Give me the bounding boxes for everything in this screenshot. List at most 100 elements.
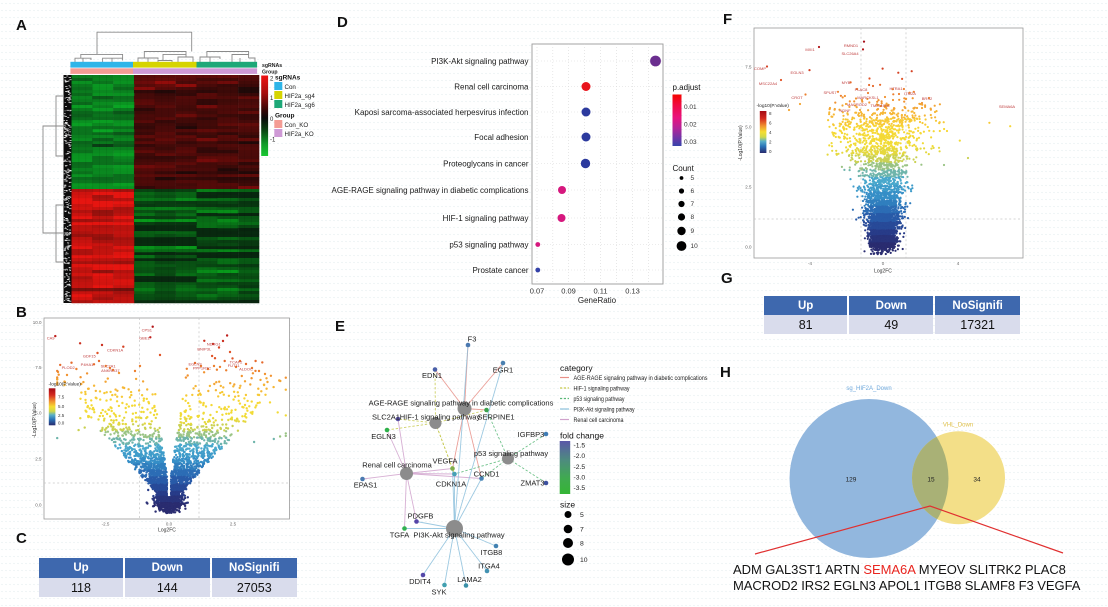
svg-text:PDGFB: PDGFB — [408, 512, 434, 521]
svg-text:8: 8 — [691, 214, 695, 221]
svg-text:p53 signaling pathway: p53 signaling pathway — [574, 396, 626, 403]
svg-text:Proteoglycans in cancer: Proteoglycans in cancer — [443, 159, 529, 168]
svg-text:7: 7 — [691, 201, 695, 208]
svg-text:1: 1 — [270, 96, 274, 102]
svg-text:Log2FC: Log2FC — [158, 528, 176, 534]
svg-text:P4HA1: P4HA1 — [81, 362, 94, 367]
svg-text:VEGFA: VEGFA — [432, 457, 457, 466]
svg-text:5.0: 5.0 — [58, 404, 65, 409]
svg-text:p53 signaling pathway: p53 signaling pathway — [449, 240, 528, 249]
svg-text:Renal cell carcinoma: Renal cell carcinoma — [454, 82, 529, 91]
svg-text:AGE-RAGE signaling pathway in: AGE-RAGE signaling pathway in diabetic c… — [369, 399, 554, 408]
svg-text:9: 9 — [691, 228, 695, 235]
svg-text:Group: Group — [262, 70, 278, 76]
svg-text:EDN1: EDN1 — [422, 371, 442, 380]
svg-text:ITGA4: ITGA4 — [478, 562, 500, 571]
svg-text:GeneRatio: GeneRatio — [578, 296, 617, 305]
svg-text:size: size — [560, 500, 575, 510]
svg-text:PI3K-Akt signaling pathway: PI3K-Akt signaling pathway — [574, 407, 636, 414]
svg-text:Renal cell carcinoma: Renal cell carcinoma — [362, 461, 432, 470]
svg-text:-1.5: -1.5 — [574, 443, 586, 450]
svg-text:5: 5 — [691, 175, 695, 182]
svg-text:LAMA2: LAMA2 — [457, 575, 482, 584]
svg-text:0.13: 0.13 — [625, 287, 640, 296]
svg-text:-2.0: -2.0 — [574, 453, 586, 460]
svg-text:SERPINE1: SERPINE1 — [477, 413, 514, 422]
svg-text:0.07: 0.07 — [530, 287, 545, 296]
svg-text:0.0: 0.0 — [166, 522, 173, 527]
svg-text:sgRNAs: sgRNAs — [275, 75, 301, 82]
svg-text:p.adjust: p.adjust — [673, 83, 702, 92]
svg-text:EGR1: EGR1 — [493, 366, 513, 375]
svg-text:2.5: 2.5 — [35, 457, 42, 462]
svg-text:-1: -1 — [270, 138, 276, 144]
svg-text:-3.0: -3.0 — [574, 475, 586, 482]
svg-text:ALDOC: ALDOC — [239, 367, 253, 372]
svg-text:ZMAT3: ZMAT3 — [520, 479, 544, 488]
svg-text:HIF2a_KO: HIF2a_KO — [285, 131, 314, 138]
svg-text:-Log10(P.Value): -Log10(P.Value) — [32, 402, 38, 438]
svg-text:Renal cell carcinoma: Renal cell carcinoma — [574, 417, 624, 424]
svg-text:7: 7 — [580, 527, 584, 534]
svg-text:DDIT4: DDIT4 — [409, 577, 431, 586]
svg-text:BNIP3L: BNIP3L — [197, 347, 212, 352]
svg-text:2: 2 — [270, 77, 274, 83]
svg-text:fold change: fold change — [560, 431, 604, 441]
svg-text:Con_KO: Con_KO — [285, 122, 309, 129]
svg-text:SYK: SYK — [431, 588, 446, 597]
svg-text:0.0: 0.0 — [58, 421, 65, 426]
svg-text:-log10(P.Value): -log10(P.Value) — [49, 382, 82, 388]
svg-text:Kaposi sarcoma-associated herp: Kaposi sarcoma-associated herpesvirus in… — [355, 108, 529, 117]
svg-text:SLC2A1: SLC2A1 — [372, 413, 400, 422]
svg-text:CA9: CA9 — [47, 336, 56, 341]
svg-text:Focal adhesion: Focal adhesion — [474, 133, 528, 142]
svg-text:0.0: 0.0 — [35, 503, 42, 508]
svg-text:0: 0 — [270, 117, 274, 123]
svg-text:2.5: 2.5 — [58, 413, 65, 418]
svg-text:GBE1: GBE1 — [139, 336, 150, 341]
svg-text:6: 6 — [691, 188, 695, 195]
svg-text:CPS1: CPS1 — [142, 328, 153, 333]
svg-text:ANKRD37: ANKRD37 — [101, 368, 120, 373]
svg-text:PI3K-Akt signaling pathway: PI3K-Akt signaling pathway — [431, 57, 528, 66]
svg-text:Group: Group — [275, 113, 295, 120]
svg-text:p53 signaling pathway: p53 signaling pathway — [474, 449, 548, 458]
svg-text:PLOD2: PLOD2 — [62, 365, 76, 370]
svg-text:Count: Count — [673, 164, 695, 173]
svg-text:HIF2a_sg6: HIF2a_sg6 — [285, 102, 316, 109]
svg-text:AGE-RAGE signaling pathway in: AGE-RAGE signaling pathway in diabetic c… — [574, 375, 708, 382]
svg-text:2.5: 2.5 — [230, 522, 237, 527]
svg-text:HIF-1 signaling pathway: HIF-1 signaling pathway — [400, 413, 481, 422]
svg-text:TGFA: TGFA — [390, 531, 410, 540]
svg-text:CDKN1A: CDKN1A — [436, 480, 466, 489]
svg-text:10: 10 — [580, 557, 588, 564]
svg-text:0.02: 0.02 — [684, 122, 697, 129]
svg-text:0.11: 0.11 — [593, 287, 607, 296]
svg-text:CCND1: CCND1 — [474, 470, 500, 479]
svg-text:sgRNAs: sgRNAs — [262, 63, 282, 69]
svg-text:HIF-1 signaling pathway: HIF-1 signaling pathway — [443, 214, 529, 223]
svg-text:ITGB8: ITGB8 — [481, 548, 503, 557]
svg-text:5: 5 — [580, 512, 584, 519]
svg-text:0.01: 0.01 — [684, 104, 697, 111]
svg-text:0.03: 0.03 — [684, 139, 697, 146]
svg-text:7.5: 7.5 — [35, 365, 42, 370]
svg-text:EGLN3: EGLN3 — [371, 432, 396, 441]
svg-text:CDKN1A: CDKN1A — [107, 348, 124, 353]
svg-text:F3: F3 — [468, 335, 477, 344]
svg-text:PI3K-Akt signaling pathway: PI3K-Akt signaling pathway — [413, 531, 505, 540]
svg-text:category: category — [560, 363, 593, 373]
svg-text:PPP1R3C: PPP1R3C — [193, 366, 211, 371]
svg-text:0.09: 0.09 — [561, 287, 576, 296]
svg-text:IGFBP3: IGFBP3 — [518, 430, 545, 439]
svg-text:10.0: 10.0 — [33, 320, 42, 325]
svg-text:-3.5: -3.5 — [574, 485, 586, 492]
svg-text:10: 10 — [691, 243, 699, 250]
svg-text:HIF2a_sg4: HIF2a_sg4 — [285, 93, 316, 100]
svg-text:8: 8 — [580, 541, 584, 548]
svg-text:AGE-RAGE signaling pathway in: AGE-RAGE signaling pathway in diabetic c… — [332, 186, 529, 195]
svg-text:EPAS1: EPAS1 — [354, 481, 378, 490]
svg-text:Prostate cancer: Prostate cancer — [472, 266, 528, 275]
svg-text:HIF-1 signaling pathway: HIF-1 signaling pathway — [574, 386, 631, 393]
svg-text:7.5: 7.5 — [58, 395, 65, 400]
